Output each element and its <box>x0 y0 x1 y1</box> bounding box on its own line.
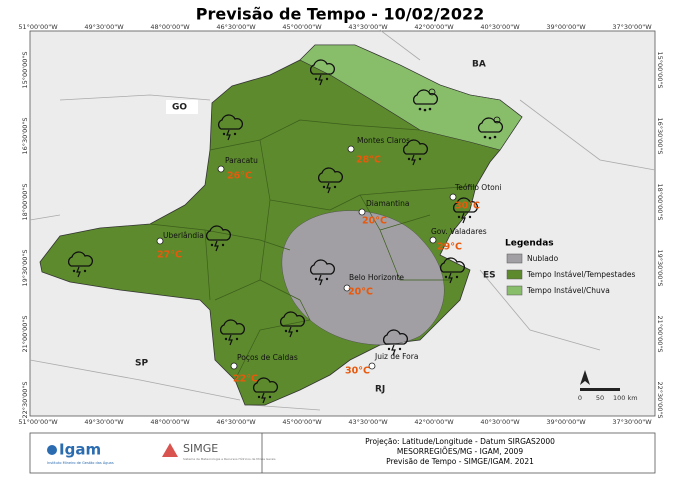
lon-label: 40°30'00"W <box>480 418 520 426</box>
lat-label: 22°30'00"S <box>21 382 29 419</box>
lat-label: 19°30'00"S <box>21 250 29 287</box>
lat-label: 15°00'00"S <box>21 52 29 89</box>
lon-label: 42°00'00"W <box>414 23 454 31</box>
footer <box>29 432 656 474</box>
scale-bar: 0 50 100 km <box>578 370 638 402</box>
footer-note: MESORREGIÕES/MG - IGAM, 2009 <box>397 447 523 456</box>
lon-label: 48°00'00"W <box>150 23 190 31</box>
legend-item: Nublado <box>527 254 559 263</box>
city-name: Paracatu <box>225 156 258 165</box>
lon-label: 39°00'00"W <box>546 23 586 31</box>
city-name: Poços de Caldas <box>237 353 298 362</box>
city-dot <box>217 165 225 173</box>
footer-note: Previsão de Tempo - SIMGE/IGAM. 2021 <box>386 457 534 466</box>
city-temp: 26°C <box>227 171 252 182</box>
neighbor-borders <box>29 29 656 411</box>
scale-label: 100 km <box>613 394 638 402</box>
lat-label: 18°00'00"S <box>21 184 29 221</box>
scale-label: 0 <box>578 394 582 402</box>
city-temp: 29°C <box>437 242 462 253</box>
lon-label: 37°30'00"W <box>612 23 652 31</box>
city-dot <box>368 362 376 370</box>
lat-label: 15°00'00"S <box>656 52 664 89</box>
state-label: ES <box>483 271 496 281</box>
city-name: Gov. Valadares <box>431 227 487 236</box>
city-dot <box>343 284 351 292</box>
lon-label: 37°30'00"W <box>612 418 652 426</box>
legend-item: Tempo Instável/Chuva <box>526 286 610 295</box>
city-dot <box>347 145 355 153</box>
legend: Legendas Nublado Tempo Instável/Tempesta… <box>505 239 635 296</box>
lat-label: 22°30'00"S <box>656 382 664 419</box>
igam-name: Igam <box>59 441 101 459</box>
lon-label: 51°00'00"W <box>18 418 58 426</box>
scale-label: 50 <box>596 394 604 402</box>
lon-label: 40°30'00"W <box>480 23 520 31</box>
city-dot <box>429 236 437 244</box>
lon-label: 42°00'00"W <box>414 418 454 426</box>
city-dot <box>358 208 366 216</box>
city-dot <box>230 362 238 370</box>
igam-logo <box>47 445 57 455</box>
lon-label: 43°30'00"W <box>348 418 388 426</box>
city-name: Diamantina <box>366 199 409 208</box>
state-label: BA <box>472 60 486 70</box>
lon-label: 45°00'00"W <box>282 23 322 31</box>
lon-label: 43°30'00"W <box>348 23 388 31</box>
simge-logo <box>162 443 178 457</box>
state-label: SP <box>135 359 148 369</box>
lon-label: 51°00'00"W <box>18 23 58 31</box>
state-label: GO <box>172 103 187 113</box>
igam-sub: Instituto Mineiro de Gestão das Águas <box>47 460 114 465</box>
simge-sub: Sistema de Meteorologia e Recursos Hídri… <box>183 457 276 461</box>
city-temp: 20°C <box>362 216 387 227</box>
city-temp: 30°C <box>345 366 370 377</box>
city-name: Uberlândia <box>163 231 204 240</box>
lon-label: 46°30'00"W <box>216 23 256 31</box>
lon-label: 49°30'00"W <box>84 23 124 31</box>
city-name: Montes Claros <box>357 136 410 145</box>
city-temp: 30°C <box>455 201 480 212</box>
state-label: RJ <box>375 385 385 395</box>
go-box <box>166 100 198 114</box>
lon-label: 48°00'00"W <box>150 418 190 426</box>
city-temp: 20°C <box>348 287 373 298</box>
city-name: Belo Horizonte <box>349 273 404 282</box>
city-temp: 22°C <box>233 374 258 385</box>
lat-label: 16°30'00"S <box>656 118 664 155</box>
rain-area <box>299 44 523 151</box>
lon-label: 45°00'00"W <box>282 418 322 426</box>
city-temp: 27°C <box>157 250 182 261</box>
city-name: Teófilo Otoni <box>454 183 502 192</box>
title: Previsão de Tempo - 10/02/2022 <box>196 5 484 24</box>
legend-title: Legendas <box>505 239 554 249</box>
city-name: Juiz de Fora <box>374 352 418 361</box>
lat-label: 19°30'00"S <box>656 250 664 287</box>
city-dot <box>449 193 457 201</box>
lon-label: 49°30'00"W <box>84 418 124 426</box>
lat-label: 21°00'00"S <box>21 316 29 353</box>
lat-label: 21°00'00"S <box>656 316 664 353</box>
lat-label: 16°30'00"S <box>21 118 29 155</box>
footer-note: Projeção: Latitude/Longitude - Datum SIR… <box>365 437 555 446</box>
lon-label: 46°30'00"W <box>216 418 256 426</box>
lat-label: 18°00'00"S <box>656 184 664 221</box>
lon-label: 39°00'00"W <box>546 418 586 426</box>
simge-name: SIMGE <box>183 442 218 455</box>
city-temp: 28°C <box>356 155 381 166</box>
region-borders <box>149 119 477 381</box>
city-dot <box>156 237 164 245</box>
cloudy-area <box>281 210 445 345</box>
legend-item: Tempo Instável/Tempestades <box>526 270 635 279</box>
